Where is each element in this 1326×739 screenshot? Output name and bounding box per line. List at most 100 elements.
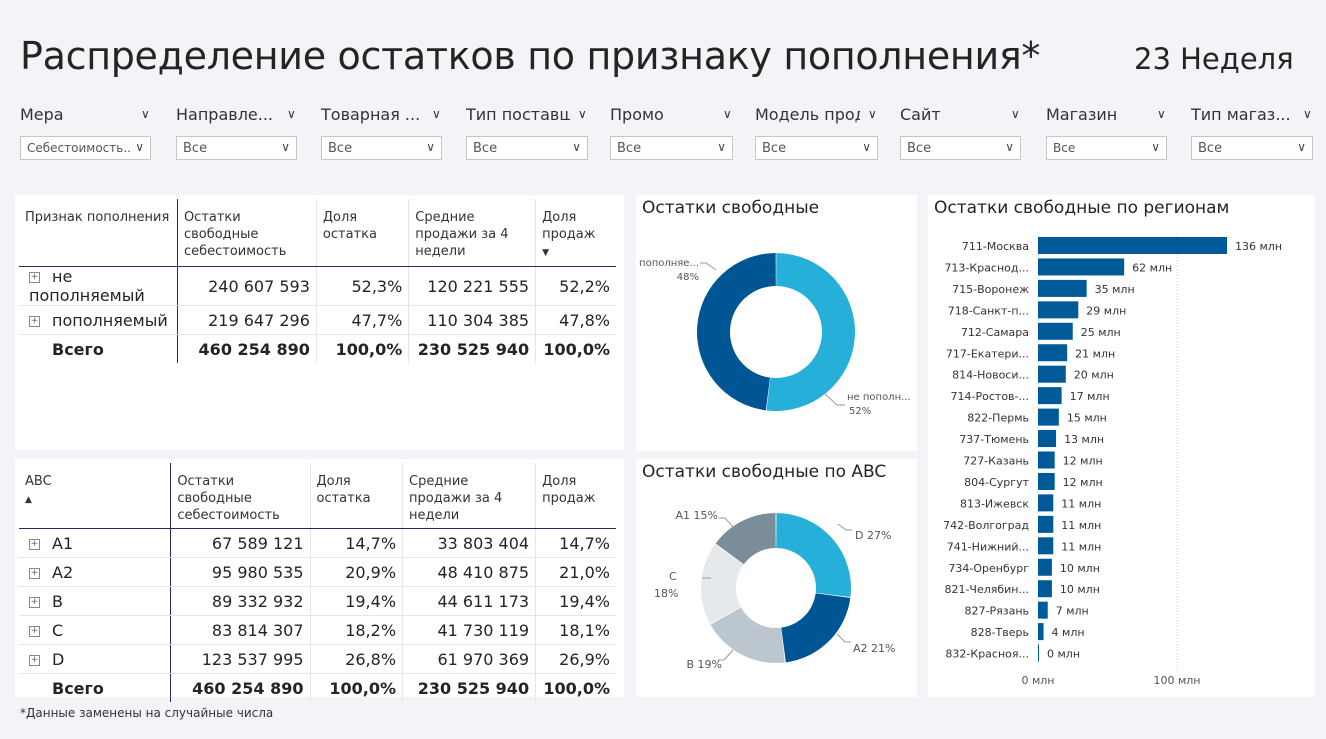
filter-dropdown[interactable]: Все ∨ (176, 136, 297, 160)
expand-icon[interactable]: + (29, 272, 40, 283)
chevron-down-icon[interactable]: ∨ (287, 107, 296, 121)
donut-slice[interactable] (766, 253, 855, 411)
col-header-stock[interactable]: Остатки свободные себестоимость (170, 463, 310, 529)
filter-dropdown[interactable]: Все ∨ (466, 136, 588, 160)
chevron-down-icon[interactable]: ∨ (426, 140, 435, 154)
donut-slice[interactable] (701, 544, 744, 624)
donut-slice[interactable] (715, 513, 776, 565)
table-row[interactable]: + C 83 814 307 18,2% 41 730 119 18,1% (19, 615, 616, 645)
bar[interactable] (1038, 430, 1057, 448)
data-label: 12 млн (1063, 476, 1103, 489)
col-header-replenishment[interactable]: Признак пополнения (19, 199, 178, 267)
bar[interactable] (1038, 494, 1054, 512)
chevron-down-icon[interactable]: ∨ (862, 140, 871, 154)
bar[interactable] (1038, 279, 1087, 297)
y-tick-label: 715-Воронеж (952, 283, 1029, 296)
donut-slice[interactable] (697, 253, 776, 411)
col-header-avg-sales[interactable]: Средние продажи за 4 недели (408, 199, 536, 267)
col-header-sales-share[interactable]: Доля продаж ▼ (535, 199, 616, 267)
donut-slice[interactable] (710, 607, 785, 663)
filter-dropdown[interactable]: Все ∨ (321, 136, 442, 160)
bar[interactable] (1038, 537, 1054, 555)
chevron-down-icon[interactable]: ∨ (1011, 107, 1020, 121)
table-row[interactable]: + B 89 332 932 19,4% 44 611 173 19,4% (19, 586, 616, 616)
cell-dsp: 14,7% (535, 528, 616, 558)
cell-dost: 20,9% (309, 557, 403, 587)
chevron-down-icon[interactable]: ∨ (1303, 107, 1312, 121)
page-title: Распределение остатков по признаку попол… (20, 34, 1041, 78)
cell-ost: 460 254 890 (170, 673, 310, 702)
filter-dropdown[interactable]: Все ∨ (1191, 136, 1313, 160)
cell-dost: 100,0% (315, 334, 409, 363)
bar[interactable] (1038, 322, 1073, 340)
data-label: 4 млн (1052, 626, 1085, 639)
expand-icon[interactable]: + (29, 596, 40, 608)
table-row[interactable]: + A1 67 589 121 14,7% 33 803 404 14,7% (19, 528, 616, 558)
table-row[interactable]: + не пополняемый 240 607 593 52,3% 120 221 5… (19, 266, 616, 306)
chevron-down-icon[interactable]: ∨ (1297, 140, 1306, 154)
chevron-down-icon[interactable]: ∨ (135, 140, 144, 154)
bar[interactable] (1038, 472, 1055, 490)
bar[interactable] (1038, 451, 1055, 469)
expand-icon[interactable]: + (29, 567, 40, 579)
y-tick-label: 742-Волгоград (943, 519, 1029, 532)
bar[interactable] (1038, 644, 1039, 662)
filter-dropdown[interactable]: Себестоимость... ∨ (20, 136, 151, 160)
col-header-stock[interactable]: Остатки свободные себестоимость (176, 199, 317, 267)
chevron-down-icon[interactable]: ∨ (1151, 140, 1160, 154)
chevron-down-icon[interactable]: ∨ (1157, 107, 1166, 121)
leader-line (824, 393, 845, 406)
expand-icon[interactable]: + (29, 654, 40, 666)
col-header-stock-share[interactable]: Доля остатка (315, 199, 409, 267)
sort-asc-icon[interactable]: ▲ (25, 495, 32, 505)
y-tick-label: 737-Тюмень (959, 433, 1029, 446)
row-label-cell: + C (19, 615, 171, 645)
bar[interactable] (1038, 344, 1068, 362)
bar[interactable] (1038, 580, 1052, 598)
slice-label-value: 48% (677, 272, 699, 283)
cell-sp: 48 410 875 (402, 557, 536, 587)
bar[interactable] (1038, 601, 1048, 619)
expand-icon[interactable]: + (29, 625, 40, 637)
chevron-down-icon[interactable]: ∨ (572, 140, 581, 154)
table-row[interactable]: + A2 95 980 535 20,9% 48 410 875 21,0% (19, 557, 616, 587)
bar[interactable] (1038, 558, 1052, 576)
y-tick-label: 741-Нижний... (947, 540, 1029, 553)
bar[interactable] (1038, 365, 1066, 383)
col-header-abc[interactable]: ABC ▲ (19, 463, 171, 529)
bar[interactable] (1038, 258, 1125, 276)
chevron-down-icon[interactable]: ∨ (432, 107, 441, 121)
bar[interactable] (1038, 623, 1044, 641)
filter-dropdown[interactable]: Все ∨ (1046, 136, 1167, 160)
sort-desc-icon[interactable]: ▼ (542, 248, 550, 258)
bar[interactable] (1038, 237, 1227, 254)
bar[interactable] (1038, 408, 1059, 426)
expand-icon[interactable]: + (29, 315, 40, 327)
table-row[interactable]: + пополняемый 219 647 296 47,7% 110 304 385 4… (19, 305, 616, 335)
donut-slice[interactable] (781, 593, 851, 663)
table-row[interactable]: + D 123 537 995 26,8% 61 970 369 26,9% (19, 644, 616, 674)
chevron-down-icon[interactable]: ∨ (1005, 140, 1014, 154)
col-header-sales-share[interactable]: Доля продаж (535, 463, 616, 529)
chevron-down-icon[interactable]: ∨ (578, 107, 587, 121)
filter-dropdown[interactable]: Все ∨ (610, 136, 733, 160)
y-tick-label: 712-Самара (961, 326, 1029, 339)
abc-matrix: ABC ▲ Остатки свободные себестоимость Дол… (19, 463, 616, 702)
chevron-down-icon[interactable]: ∨ (723, 107, 732, 121)
filter-value: Все (328, 141, 353, 156)
expand-icon[interactable]: + (29, 538, 40, 550)
row-label-cell: + не пополняемый (19, 266, 178, 306)
donut-slice[interactable] (776, 513, 851, 597)
chevron-down-icon[interactable]: ∨ (717, 140, 726, 154)
cell-dost: 19,4% (309, 586, 403, 616)
col-header-stock-share[interactable]: Доля остатка (309, 463, 403, 529)
filter-dropdown[interactable]: Все ∨ (755, 136, 878, 160)
bar[interactable] (1038, 301, 1079, 319)
bar[interactable] (1038, 515, 1054, 533)
filter-dropdown[interactable]: Все ∨ (900, 136, 1021, 160)
chevron-down-icon[interactable]: ∨ (141, 107, 150, 121)
bar[interactable] (1038, 387, 1062, 405)
col-header-avg-sales[interactable]: Средние продажи за 4 недели (402, 463, 536, 529)
chevron-down-icon[interactable]: ∨ (281, 140, 290, 154)
chevron-down-icon[interactable]: ∨ (868, 107, 877, 121)
